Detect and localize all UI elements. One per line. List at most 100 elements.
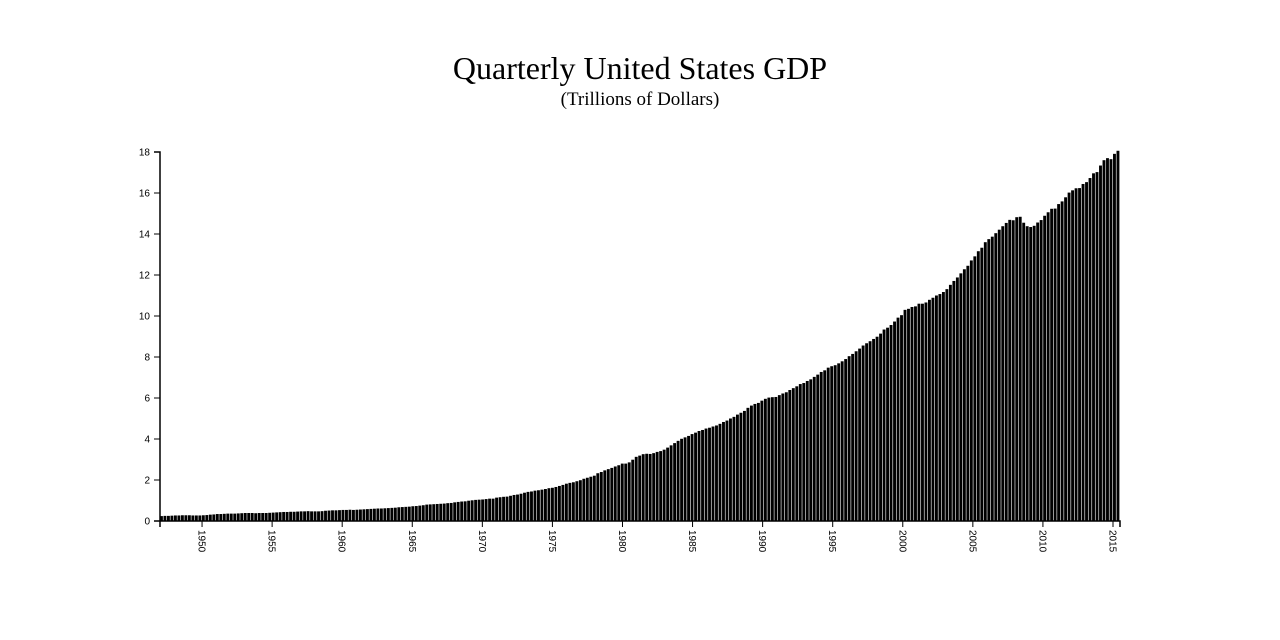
bar[interactable] [540, 489, 544, 521]
bar[interactable] [673, 443, 677, 521]
bar[interactable] [900, 315, 903, 521]
bar[interactable] [166, 515, 170, 521]
bar[interactable] [592, 475, 596, 521]
bar[interactable] [945, 289, 949, 521]
bar[interactable] [250, 513, 254, 521]
bar[interactable] [271, 512, 275, 521]
bar[interactable] [194, 515, 198, 521]
bar[interactable] [746, 407, 750, 521]
bar[interactable] [264, 513, 268, 521]
bar[interactable] [453, 502, 457, 521]
bar[interactable] [327, 510, 331, 521]
bar[interactable] [610, 467, 614, 521]
bar[interactable] [924, 302, 928, 521]
bar[interactable] [833, 365, 837, 521]
bar[interactable] [798, 384, 802, 521]
bar[interactable] [987, 239, 991, 521]
bar[interactable] [212, 514, 216, 521]
bar[interactable] [383, 508, 387, 521]
bar[interactable] [229, 513, 233, 521]
bar[interactable] [742, 410, 746, 521]
bar[interactable] [491, 498, 495, 521]
bar[interactable] [550, 487, 554, 521]
bar[interactable] [1067, 192, 1071, 521]
bar[interactable] [177, 515, 181, 521]
bar[interactable] [756, 402, 760, 521]
bar[interactable] [802, 383, 806, 521]
bar[interactable] [467, 500, 471, 521]
bar[interactable] [376, 508, 380, 521]
bar[interactable] [596, 473, 600, 521]
bar[interactable] [795, 386, 799, 521]
bar[interactable] [697, 431, 701, 521]
bar[interactable] [770, 397, 774, 521]
bar[interactable] [1043, 215, 1047, 521]
bar[interactable] [313, 511, 317, 521]
bar[interactable] [809, 379, 813, 521]
bar[interactable] [285, 511, 289, 521]
bar[interactable] [268, 512, 272, 521]
bar[interactable] [393, 507, 397, 521]
bar[interactable] [261, 513, 265, 521]
bar[interactable] [1018, 216, 1022, 521]
bar[interactable] [641, 454, 645, 521]
bar[interactable] [1092, 173, 1095, 521]
bar[interactable] [1113, 153, 1116, 521]
bar[interactable] [683, 437, 687, 521]
bar[interactable] [324, 510, 327, 521]
bar[interactable] [976, 251, 980, 521]
bar[interactable] [830, 366, 834, 521]
bar[interactable] [425, 504, 429, 521]
bar[interactable] [1071, 190, 1075, 521]
bar[interactable] [1109, 159, 1113, 522]
bar[interactable] [358, 509, 362, 521]
bar[interactable] [317, 511, 320, 521]
bar[interactable] [352, 509, 355, 521]
bar[interactable] [624, 463, 628, 521]
bar[interactable] [617, 465, 621, 521]
bar[interactable] [544, 489, 547, 521]
bar[interactable] [407, 506, 411, 521]
bar[interactable] [442, 503, 446, 521]
bar[interactable] [840, 361, 844, 521]
bar[interactable] [969, 260, 973, 521]
bar[interactable] [1001, 226, 1005, 521]
bar[interactable] [187, 515, 191, 521]
bar[interactable] [1050, 208, 1054, 521]
bar[interactable] [365, 509, 369, 521]
bar[interactable] [1064, 197, 1068, 521]
bar[interactable] [687, 435, 691, 521]
bar[interactable] [456, 501, 460, 521]
bar[interactable] [819, 371, 823, 521]
bar[interactable] [631, 459, 635, 521]
bar[interactable] [303, 511, 307, 521]
bar[interactable] [222, 513, 226, 521]
bar[interactable] [582, 478, 586, 521]
bar[interactable] [495, 497, 499, 521]
bar[interactable] [278, 512, 282, 521]
bar[interactable] [952, 280, 956, 521]
bar[interactable] [208, 514, 212, 521]
bar[interactable] [460, 501, 464, 521]
bar[interactable] [784, 392, 788, 521]
bar[interactable] [446, 503, 450, 521]
bar[interactable] [537, 490, 540, 521]
bar[interactable] [428, 504, 432, 521]
bar[interactable] [561, 484, 565, 521]
bar[interactable] [659, 451, 663, 521]
bar[interactable] [1102, 160, 1106, 521]
bar[interactable] [739, 412, 743, 521]
bar[interactable] [338, 510, 341, 521]
bar[interactable] [1025, 226, 1029, 521]
bar[interactable] [348, 509, 352, 521]
bar[interactable] [1099, 165, 1102, 521]
bar[interactable] [512, 494, 516, 521]
bar[interactable] [554, 486, 558, 521]
bar[interactable] [233, 513, 237, 521]
bar[interactable] [938, 294, 942, 521]
bar[interactable] [160, 516, 163, 521]
bar[interactable] [732, 416, 736, 521]
bar[interactable] [1022, 222, 1026, 521]
bar[interactable] [1074, 188, 1078, 521]
bar[interactable] [680, 438, 684, 521]
